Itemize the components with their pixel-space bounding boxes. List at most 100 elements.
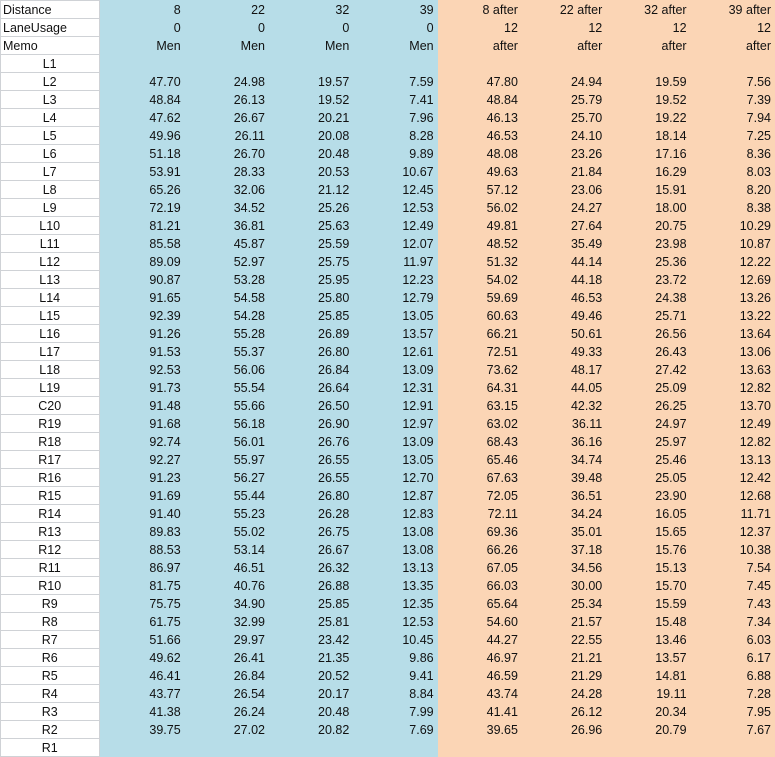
value-cell[interactable]: 49.63 [436, 162, 522, 181]
value-cell[interactable]: 63.02 [436, 414, 522, 433]
value-cell[interactable]: 12.82 [689, 378, 775, 397]
value-cell[interactable]: 25.75 [267, 252, 354, 271]
value-cell[interactable]: 12.53 [352, 198, 438, 217]
value-cell[interactable]: 15.48 [605, 612, 691, 631]
value-cell[interactable]: 27.64 [520, 216, 607, 235]
value-cell[interactable]: 13.05 [352, 306, 438, 325]
value-cell[interactable]: 51.32 [436, 252, 522, 271]
value-cell[interactable]: 65.46 [436, 450, 522, 469]
value-cell[interactable]: 46.53 [520, 288, 607, 307]
value-cell[interactable]: 54.58 [183, 288, 270, 307]
value-cell[interactable]: 46.51 [183, 558, 270, 577]
row-label-cell[interactable]: L5 [0, 126, 101, 145]
value-cell[interactable]: 35.49 [520, 234, 607, 253]
value-cell[interactable]: 48.84 [99, 90, 185, 109]
value-cell[interactable]: 39 after [689, 0, 775, 19]
value-cell[interactable] [436, 54, 522, 73]
value-cell[interactable]: 0 [352, 18, 438, 37]
value-cell[interactable]: 12.79 [352, 288, 438, 307]
value-cell[interactable]: 91.65 [99, 288, 185, 307]
value-cell[interactable]: 91.68 [99, 414, 185, 433]
value-cell[interactable]: 20.48 [267, 144, 354, 163]
value-cell[interactable]: 23.72 [605, 270, 691, 289]
value-cell[interactable]: 12.35 [352, 594, 438, 613]
value-cell[interactable]: 48.08 [436, 144, 522, 163]
value-cell[interactable]: 12.69 [689, 270, 775, 289]
value-cell[interactable]: 53.91 [99, 162, 185, 181]
value-cell[interactable]: Men [183, 36, 270, 55]
value-cell[interactable]: 22.55 [520, 630, 607, 649]
value-cell[interactable]: 20.08 [267, 126, 354, 145]
value-cell[interactable]: 72.11 [436, 504, 522, 523]
value-cell[interactable]: 20.48 [267, 702, 354, 721]
value-cell[interactable]: 52.97 [183, 252, 270, 271]
value-cell[interactable]: 46.97 [436, 648, 522, 667]
value-cell[interactable]: 26.96 [520, 720, 607, 739]
value-cell[interactable]: 47.70 [99, 72, 185, 91]
value-cell[interactable]: 51.66 [99, 630, 185, 649]
value-cell[interactable] [520, 738, 607, 757]
value-cell[interactable]: 26.54 [183, 684, 270, 703]
value-cell[interactable]: 44.18 [520, 270, 607, 289]
value-cell[interactable]: 24.94 [520, 72, 607, 91]
value-cell[interactable] [605, 54, 691, 73]
value-cell[interactable]: 18.14 [605, 126, 691, 145]
value-cell[interactable]: 13.13 [689, 450, 775, 469]
value-cell[interactable]: 26.67 [183, 108, 270, 127]
value-cell[interactable]: 22 after [520, 0, 607, 19]
value-cell[interactable]: 26.88 [267, 576, 354, 595]
value-cell[interactable]: 43.77 [99, 684, 185, 703]
value-cell[interactable]: 22 [183, 0, 270, 19]
row-label-cell[interactable]: R8 [0, 612, 101, 631]
row-label-cell[interactable]: L3 [0, 90, 101, 109]
value-cell[interactable]: 55.97 [183, 450, 270, 469]
value-cell[interactable]: 13.57 [605, 648, 691, 667]
value-cell[interactable]: 19.52 [605, 90, 691, 109]
value-cell[interactable]: 25.79 [520, 90, 607, 109]
value-cell[interactable]: 12.49 [352, 216, 438, 235]
value-cell[interactable]: 8 after [436, 0, 522, 19]
value-cell[interactable]: 8.03 [689, 162, 775, 181]
value-cell[interactable]: 26.32 [267, 558, 354, 577]
value-cell[interactable]: 19.11 [605, 684, 691, 703]
value-cell[interactable]: 60.63 [436, 306, 522, 325]
value-cell[interactable]: 57.12 [436, 180, 522, 199]
value-cell[interactable]: 91.48 [99, 396, 185, 415]
value-cell[interactable]: 48.17 [520, 360, 607, 379]
row-label-cell[interactable]: L9 [0, 198, 101, 217]
value-cell[interactable]: 13.13 [352, 558, 438, 577]
value-cell[interactable]: 10.29 [689, 216, 775, 235]
row-label-cell[interactable]: L7 [0, 162, 101, 181]
value-cell[interactable]: 16.05 [605, 504, 691, 523]
value-cell[interactable]: 65.64 [436, 594, 522, 613]
value-cell[interactable]: 26.67 [267, 540, 354, 559]
value-cell[interactable]: 53.28 [183, 270, 270, 289]
value-cell[interactable]: 24.98 [183, 72, 270, 91]
value-cell[interactable]: 46.53 [436, 126, 522, 145]
row-label-cell[interactable]: L10 [0, 216, 101, 235]
value-cell[interactable]: 20.52 [267, 666, 354, 685]
value-cell[interactable]: 91.69 [99, 486, 185, 505]
value-cell[interactable]: 85.58 [99, 234, 185, 253]
value-cell[interactable]: 13.09 [352, 360, 438, 379]
value-cell[interactable]: 19.57 [267, 72, 354, 91]
value-cell[interactable]: 8.28 [352, 126, 438, 145]
value-cell[interactable]: 72.05 [436, 486, 522, 505]
value-cell[interactable]: 28.33 [183, 162, 270, 181]
value-cell[interactable]: 46.13 [436, 108, 522, 127]
value-cell[interactable] [352, 54, 438, 73]
value-cell[interactable]: 46.41 [99, 666, 185, 685]
row-label-cell[interactable]: L11 [0, 234, 101, 253]
value-cell[interactable] [689, 54, 775, 73]
value-cell[interactable]: 66.26 [436, 540, 522, 559]
value-cell[interactable]: 25.95 [267, 270, 354, 289]
value-cell[interactable]: 27.02 [183, 720, 270, 739]
value-cell[interactable]: 10.38 [689, 540, 775, 559]
value-cell[interactable]: 7.39 [689, 90, 775, 109]
row-label-cell[interactable]: R10 [0, 576, 101, 595]
value-cell[interactable]: 59.69 [436, 288, 522, 307]
value-cell[interactable] [99, 738, 185, 757]
value-cell[interactable]: 15.13 [605, 558, 691, 577]
value-cell[interactable]: 34.24 [520, 504, 607, 523]
value-cell[interactable]: 12.70 [352, 468, 438, 487]
